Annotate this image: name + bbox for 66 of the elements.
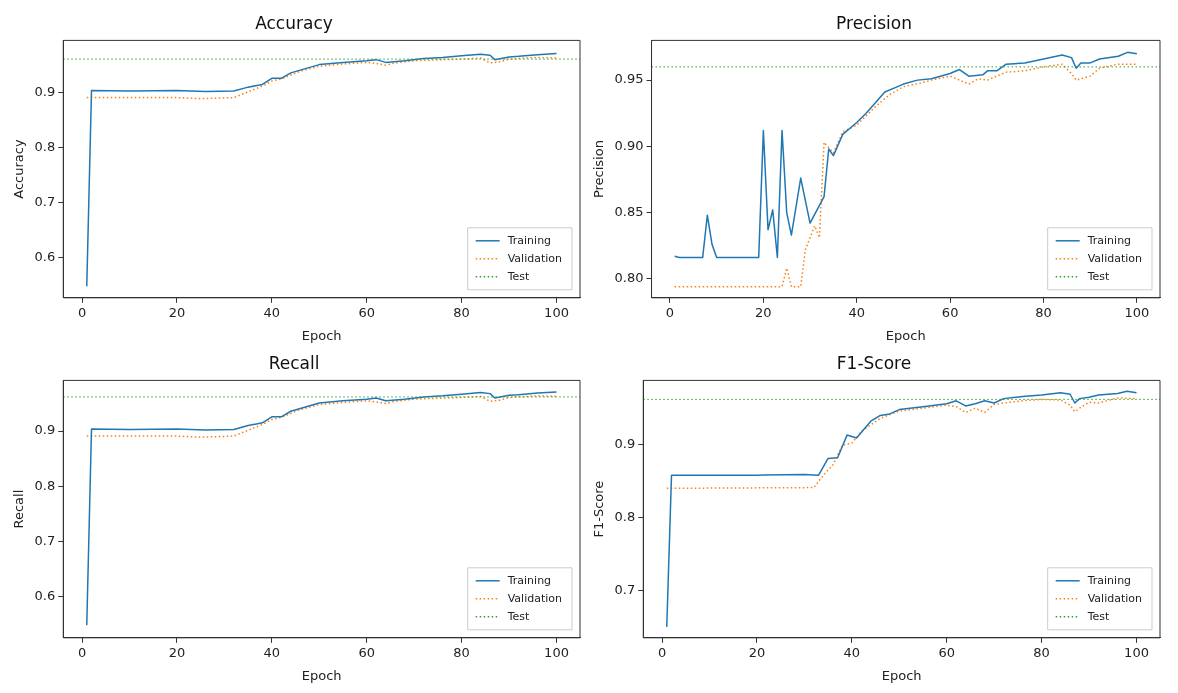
y-tick-label: 0.9: [34, 84, 56, 100]
y-tick-label: 0.95: [614, 71, 644, 87]
line-series: [666, 397, 1138, 490]
legend-label: Test: [506, 269, 531, 283]
y-tick-label: 0.7: [34, 194, 56, 210]
x-tick-label: 20: [748, 644, 766, 660]
chart-title: Recall: [268, 352, 320, 373]
y-axis-title: F1-Score: [591, 480, 607, 538]
x-tick-label: 60: [358, 644, 375, 660]
legend-label: Test: [1086, 269, 1111, 283]
x-tick-label: 0: [77, 304, 87, 320]
x-tick-label: 40: [848, 304, 866, 320]
x-tick-label: 0: [77, 644, 87, 660]
y-tick-label: 0.7: [614, 581, 636, 597]
line-series: [86, 395, 558, 438]
y-axis-title: Accuracy: [11, 139, 27, 199]
legend-label: Validation: [1087, 591, 1143, 605]
legend-label: Validation: [1087, 251, 1143, 265]
x-axis-title: Epoch: [881, 667, 922, 683]
x-axis-title: Epoch: [885, 327, 926, 343]
x-tick-label: 20: [168, 304, 186, 320]
legend-label: Validation: [507, 251, 563, 265]
y-axis-title: Recall: [11, 489, 27, 529]
x-tick-label: 100: [544, 644, 569, 660]
chart-title: Precision: [836, 12, 912, 33]
x-tick-label: 80: [1033, 644, 1050, 660]
x-tick-label: 60: [938, 644, 955, 660]
legend-label: Training: [1086, 233, 1132, 247]
line-series: [86, 56, 558, 100]
x-tick-label: 40: [263, 644, 281, 660]
y-tick-label: 0.6: [34, 587, 56, 603]
y-tick-label: 0.8: [34, 139, 56, 155]
x-tick-label: 100: [1124, 644, 1149, 660]
y-tick-label: 0.7: [34, 532, 56, 548]
y-tick-label: 0.6: [34, 249, 56, 265]
x-tick-label: 60: [358, 304, 375, 320]
chart-title: Accuracy: [255, 12, 333, 33]
x-tick-label: 100: [544, 304, 569, 320]
chart-title: F1-Score: [836, 352, 912, 373]
x-tick-label: 20: [168, 644, 186, 660]
x-tick-label: 80: [453, 304, 470, 320]
legend-label: Training: [506, 233, 552, 247]
legend-label: Test: [1086, 609, 1111, 623]
x-tick-label: 60: [941, 304, 959, 320]
x-tick-label: 40: [843, 644, 861, 660]
x-tick-label: 40: [263, 304, 281, 320]
legend-label: Test: [506, 609, 531, 623]
x-tick-label: 0: [657, 644, 667, 660]
y-tick-label: 0.9: [614, 435, 636, 451]
y-axis-title: Precision: [591, 140, 607, 199]
legend-label: Validation: [507, 591, 563, 605]
x-axis-title: Epoch: [301, 327, 342, 343]
legend-label: Training: [506, 573, 552, 587]
x-tick-label: 20: [755, 304, 772, 320]
x-tick-label: 80: [453, 644, 470, 660]
x-axis-title: Epoch: [301, 667, 342, 683]
y-tick-label: 0.8: [34, 477, 56, 493]
y-tick-label: 0.9: [34, 422, 56, 438]
x-tick-label: 100: [1124, 304, 1150, 320]
legend-label: Training: [1086, 573, 1132, 587]
y-tick-label: 0.90: [614, 137, 644, 153]
y-tick-label: 0.8: [614, 508, 636, 524]
x-tick-label: 80: [1035, 304, 1052, 320]
y-tick-label: 0.85: [614, 203, 644, 219]
y-tick-label: 0.80: [614, 270, 644, 286]
x-tick-label: 0: [665, 304, 675, 320]
